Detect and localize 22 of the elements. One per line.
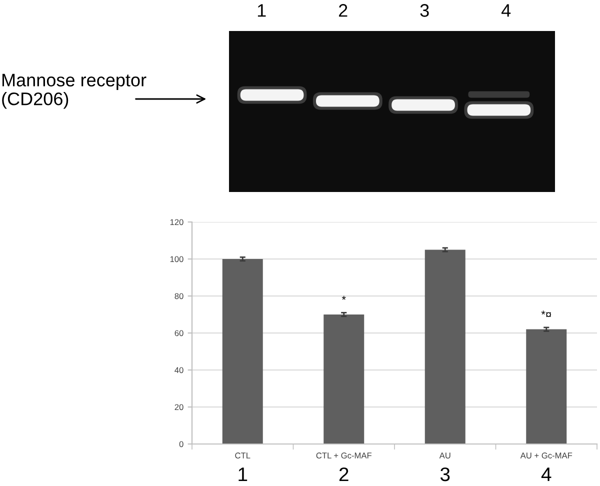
y-tick-label: 0 xyxy=(179,441,184,448)
y-tick-label: 100 xyxy=(170,256,184,262)
text: 2 xyxy=(338,4,348,17)
x-tick-label: AU + Gc-MAF xyxy=(520,452,572,458)
text: 4 xyxy=(541,468,552,482)
text: 1 xyxy=(258,4,266,17)
text: 3 xyxy=(440,467,450,482)
y-tick-label: 60 xyxy=(174,330,184,336)
x-tick-label: AU xyxy=(439,452,450,458)
y-tick-label: 20 xyxy=(174,404,184,410)
text: 2 xyxy=(339,467,348,482)
text: 1 xyxy=(238,468,248,482)
y-tick-label: 120 xyxy=(170,219,184,226)
y-tick-label: 80 xyxy=(174,293,184,300)
annotation: *¤ xyxy=(541,310,552,318)
text: 3 xyxy=(420,4,429,17)
text: Mannose receptor (CD206) xyxy=(2,74,146,109)
annotation: * xyxy=(342,296,346,300)
x-tick-label: CTL xyxy=(235,452,250,458)
text: 4 xyxy=(501,4,511,17)
x-tick-label: CTL + Gc-MAF xyxy=(316,452,372,458)
y-tick-label: 40 xyxy=(174,367,184,374)
